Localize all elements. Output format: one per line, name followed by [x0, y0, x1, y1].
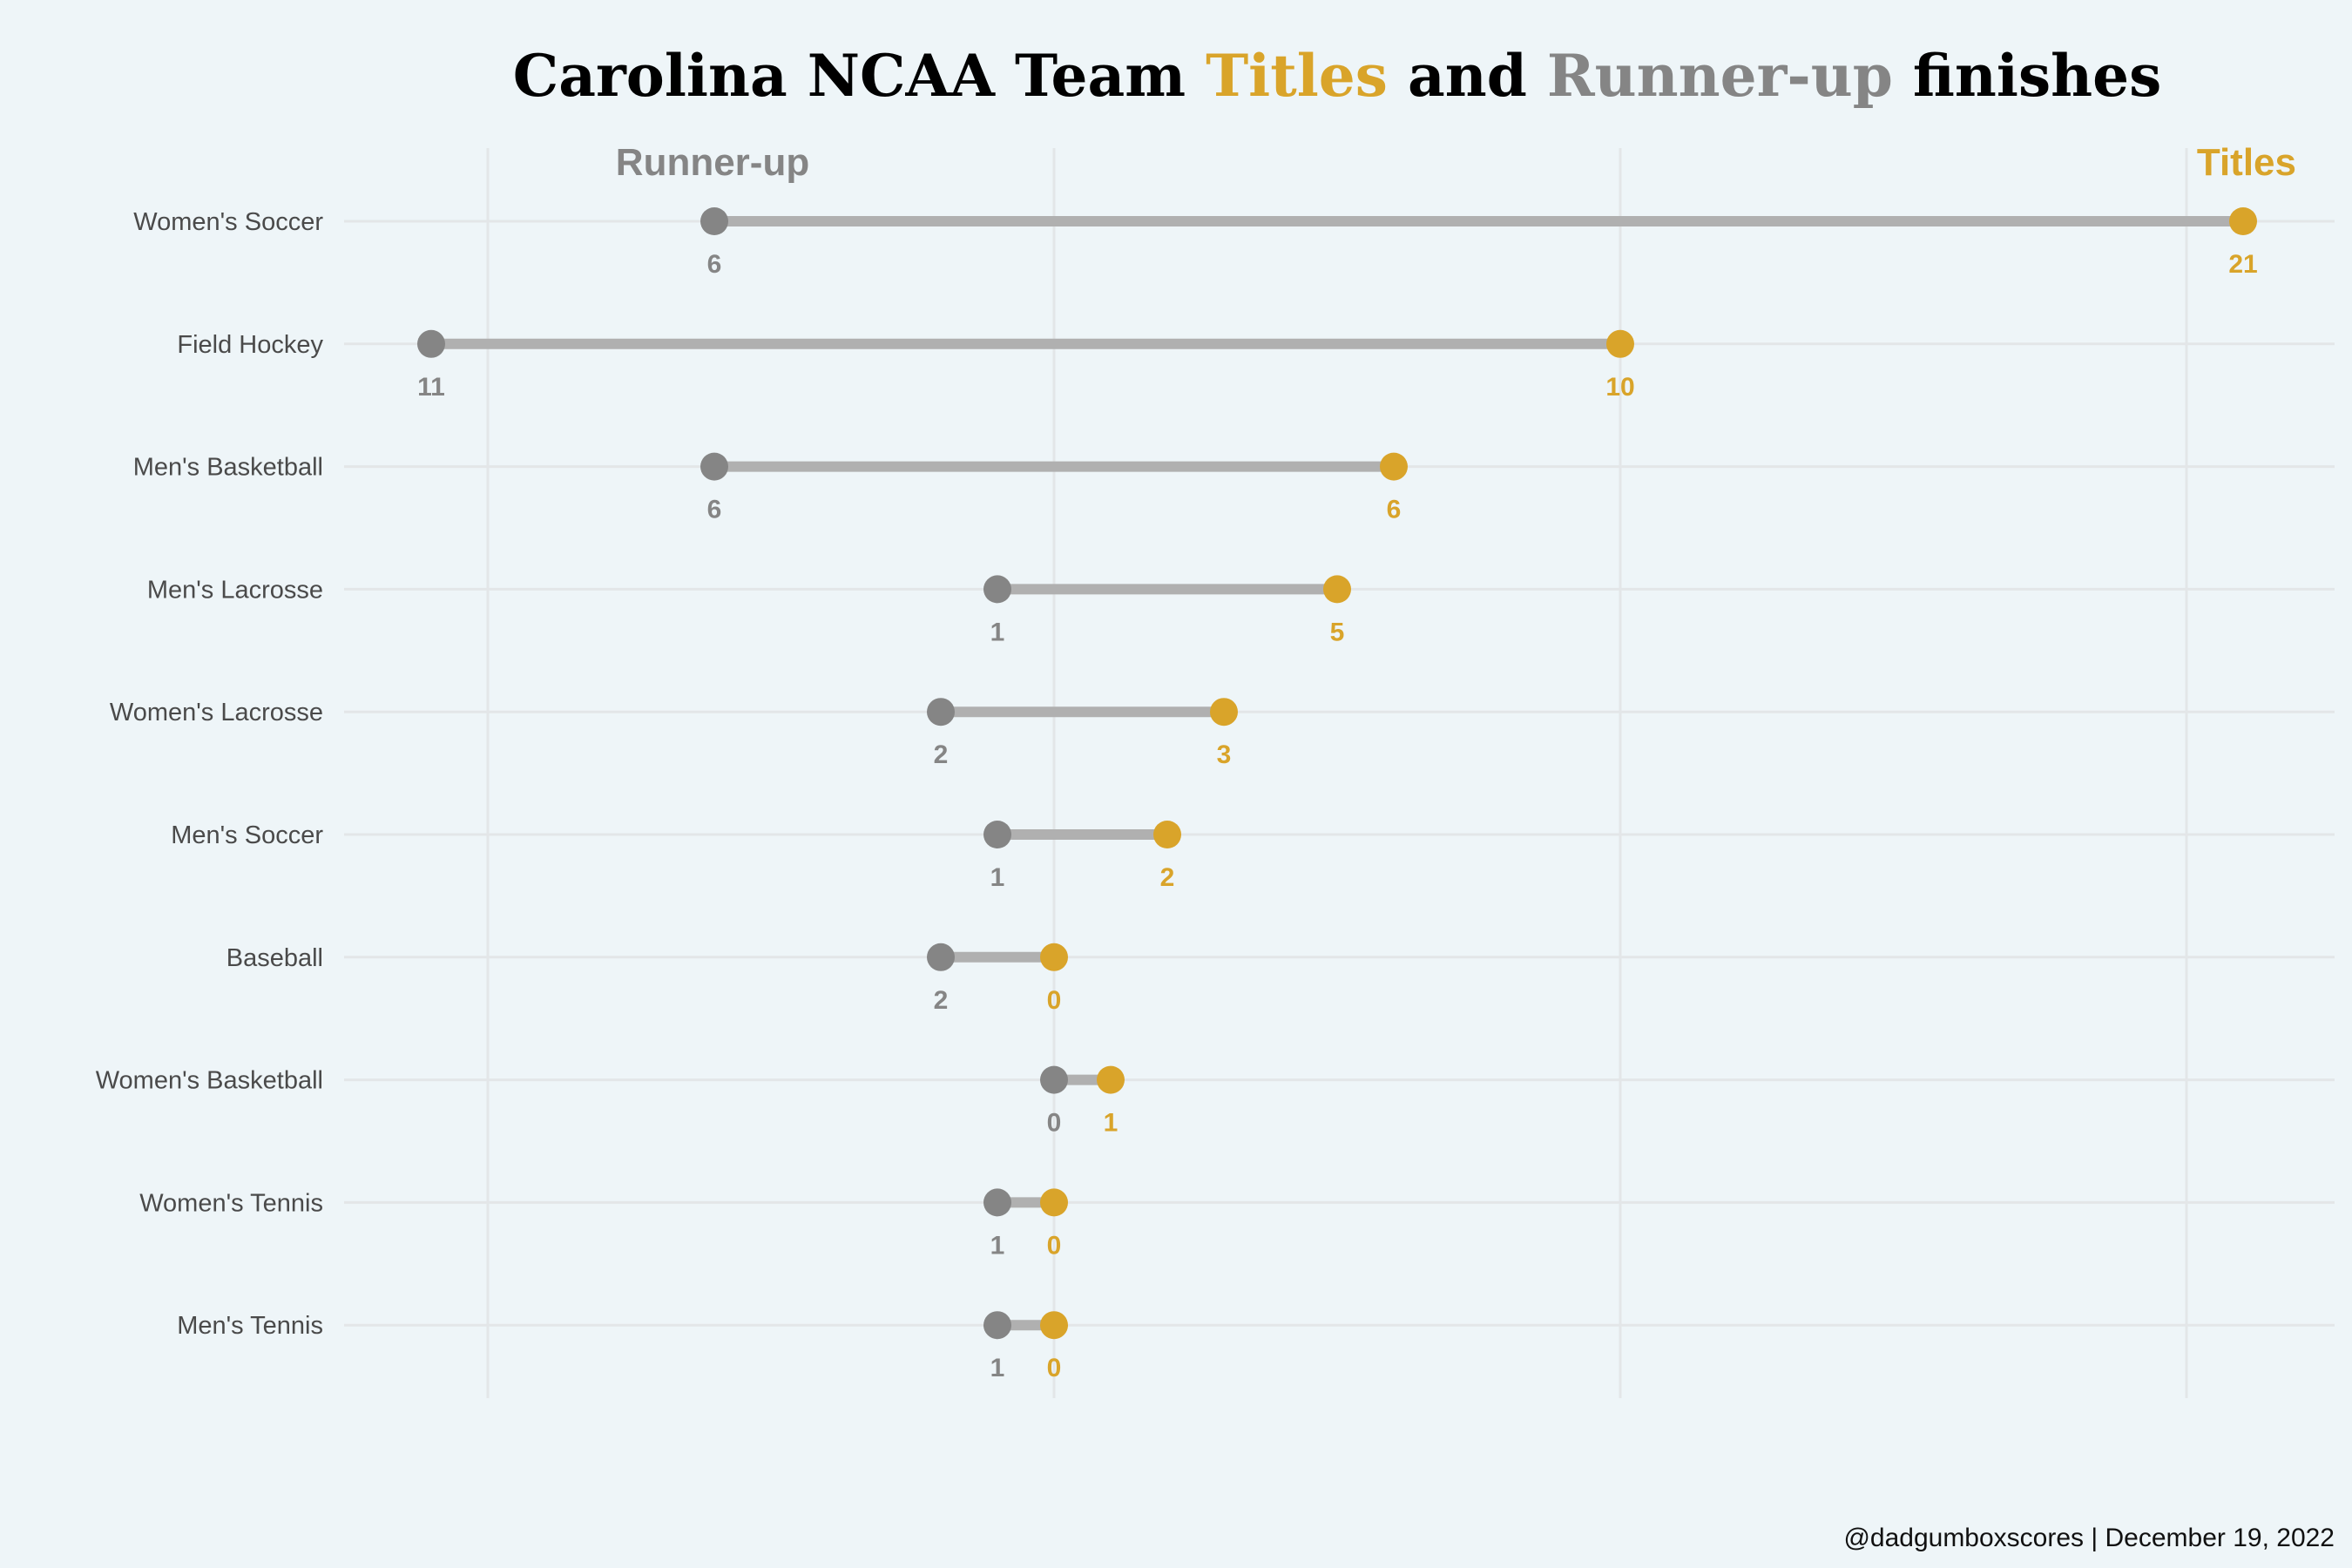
- titles-value-label: 0: [1047, 986, 1062, 1015]
- titles-point: [1210, 698, 1238, 727]
- runner-up-value-label: 1: [990, 1354, 1005, 1382]
- category-label: Field Hockey: [177, 331, 323, 359]
- category-labels: Women's Soccer Field Hockey Men's Basketba…: [96, 208, 324, 1340]
- runner-up-value-label: 11: [417, 373, 445, 402]
- titles-value-label: 5: [1330, 618, 1345, 646]
- titles-value-label: 6: [1387, 496, 1402, 524]
- titles-value-label: 1: [1104, 1109, 1119, 1138]
- runner-up-point: [927, 943, 955, 971]
- runner-up-value-label: 2: [934, 740, 949, 769]
- runner-up-point: [417, 329, 445, 358]
- titles-value-label: 0: [1047, 1354, 1062, 1382]
- titles-point: [1606, 329, 1634, 358]
- dumbbell-points: [417, 207, 2257, 1340]
- title-titles-word: Titles: [1206, 42, 1388, 110]
- category-label: Women's Soccer: [133, 208, 323, 236]
- runner-up-point: [927, 698, 955, 727]
- category-label: Men's Tennis: [177, 1312, 323, 1340]
- titles-point: [2229, 207, 2257, 235]
- runner-up-value-label: 1: [990, 1231, 1005, 1260]
- titles-series-label: Titles: [2197, 141, 2296, 184]
- runner-up-series-label: Runner-up: [616, 141, 809, 184]
- chart-title: Carolina NCAA Team Titles and Runner-up …: [513, 42, 2162, 110]
- category-label: Baseball: [226, 944, 323, 972]
- category-label: Women's Tennis: [139, 1189, 323, 1217]
- titles-point: [1380, 452, 1408, 481]
- titles-value-label: 3: [1217, 740, 1232, 769]
- titles-point: [1153, 821, 1181, 848]
- runner-up-point: [700, 207, 728, 235]
- runner-up-point: [983, 575, 1011, 604]
- titles-point: [1040, 1311, 1068, 1340]
- title-part-1: Carolina NCAA Team: [513, 42, 1206, 110]
- titles-value-label: 21: [2228, 250, 2257, 279]
- runner-up-point: [983, 821, 1011, 848]
- titles-point: [1040, 943, 1068, 971]
- titles-point: [1040, 1188, 1068, 1217]
- runner-up-value-label: 0: [1047, 1109, 1062, 1138]
- runner-up-value-label: 6: [707, 496, 722, 524]
- title-part-3: and: [1388, 42, 1547, 110]
- category-label: Men's Lacrosse: [147, 576, 323, 604]
- runner-up-point: [1040, 1065, 1068, 1094]
- titles-point: [1097, 1065, 1125, 1094]
- runner-up-value-label: 1: [990, 863, 1005, 892]
- titles-value-label: 2: [1160, 863, 1175, 892]
- runner-up-point: [700, 452, 728, 481]
- caption: @dadgumboxscores | December 19, 2022: [1843, 1524, 2335, 1552]
- titles-point: [1323, 575, 1351, 604]
- title-runner-up-word: Runner-up: [1547, 42, 1893, 110]
- title-part-5: finishes: [1893, 42, 2161, 110]
- category-label: Men's Soccer: [171, 821, 323, 849]
- category-label: Men's Basketball: [133, 454, 323, 482]
- runner-up-value-label: 2: [934, 986, 949, 1015]
- titles-value-label: 10: [1605, 373, 1634, 402]
- runner-up-point: [983, 1311, 1011, 1340]
- titles-value-label: 0: [1047, 1231, 1062, 1260]
- runner-up-value-label: 6: [707, 250, 722, 279]
- runner-up-value-label: 1: [990, 618, 1005, 646]
- runner-up-point: [983, 1188, 1011, 1217]
- category-label: Women's Basketball: [96, 1067, 323, 1095]
- category-label: Women's Lacrosse: [110, 699, 323, 727]
